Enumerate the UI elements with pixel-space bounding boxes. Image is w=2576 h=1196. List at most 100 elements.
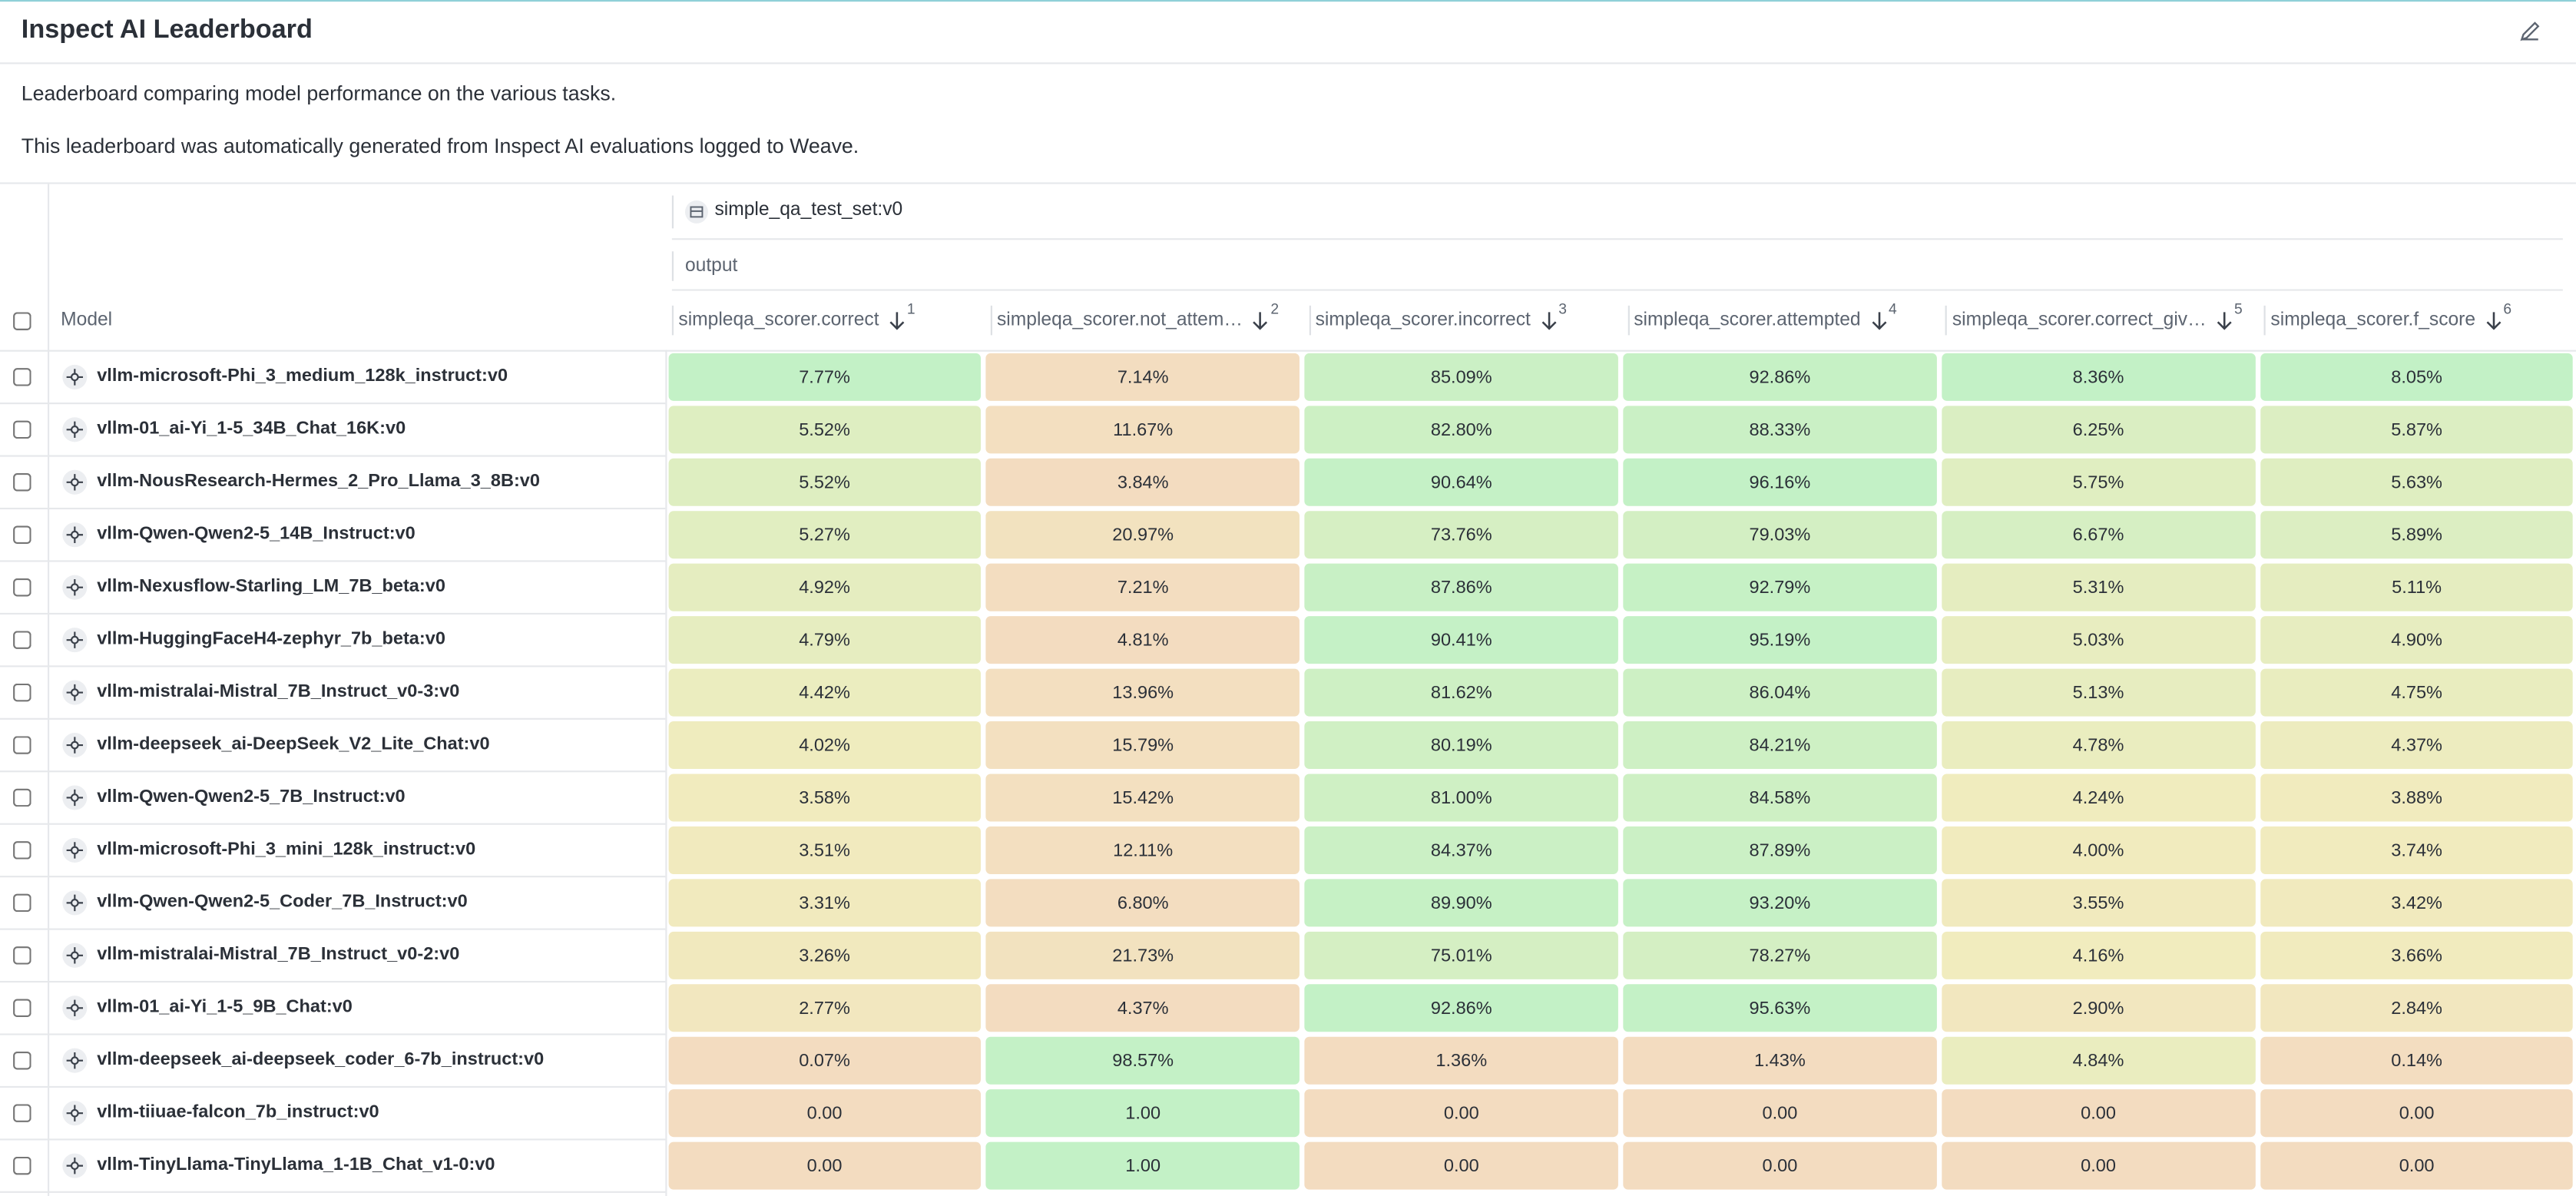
model-name[interactable]: vllm-deepseek_ai-DeepSeek_V2_Lite_Chat:v… — [97, 734, 490, 754]
score-cell: 4.81% — [986, 616, 1300, 664]
model-name[interactable]: vllm-Qwen-Qwen2-5_7B_Instruct:v0 — [97, 787, 406, 807]
model-name[interactable]: vllm-01_ai-Yi_1-5_9B_Chat:v0 — [97, 997, 353, 1018]
row-checkbox[interactable] — [13, 473, 31, 492]
model-glyph — [66, 578, 84, 596]
score-cell: 4.24% — [1941, 774, 2256, 822]
row-checkbox[interactable] — [13, 1051, 31, 1070]
sort-button[interactable]: 1 — [889, 300, 916, 330]
score-cell: 96.16% — [1623, 458, 1937, 506]
column-header: simpleqa_scorer.f_score 6 — [2270, 300, 2511, 330]
score-cell: 84.58% — [1623, 774, 1937, 822]
score-cell: 5.13% — [1941, 668, 2256, 717]
sort-button[interactable]: 4 — [1870, 300, 1897, 330]
score-cell: 4.37% — [986, 984, 1300, 1032]
score-cell: 75.01% — [1304, 931, 1618, 979]
row-checkbox[interactable] — [13, 736, 31, 754]
score-cell: 2.77% — [667, 984, 982, 1032]
column-divider — [48, 184, 50, 1196]
score-cell: 81.62% — [1304, 668, 1618, 717]
row-line — [0, 770, 666, 773]
model-name[interactable]: vllm-mistralai-Mistral_7B_Instruct_v0-2:… — [97, 944, 460, 965]
score-cell: 5.11% — [2260, 563, 2574, 611]
score-cell: 8.36% — [1941, 353, 2256, 401]
row-checkbox[interactable] — [13, 788, 31, 807]
model-icon — [62, 785, 88, 810]
row-line — [0, 980, 666, 983]
column-border — [2263, 305, 2266, 336]
edit-icon[interactable] — [2518, 20, 2541, 43]
sort-button[interactable]: 3 — [1541, 300, 1567, 330]
sort-button[interactable]: 6 — [2485, 300, 2511, 330]
model-icon — [62, 364, 88, 389]
select-all-checkbox[interactable] — [13, 312, 31, 330]
row-line — [0, 876, 666, 878]
row-checkbox[interactable] — [13, 999, 31, 1018]
column-header: simpleqa_scorer.not_attem… 2 — [997, 300, 1279, 330]
model-name[interactable]: vllm-mistralai-Mistral_7B_Instruct_v0-3:… — [97, 681, 460, 702]
model-glyph — [66, 1052, 84, 1069]
score-cell: 73.76% — [1304, 511, 1618, 559]
model-icon — [62, 996, 88, 1021]
score-cell: 84.37% — [1304, 826, 1618, 874]
model-glyph — [66, 789, 84, 807]
score-cell: 0.00 — [667, 1089, 982, 1138]
model-name[interactable]: vllm-NousResearch-Hermes_2_Pro_Llama_3_8… — [97, 471, 540, 492]
row-checkbox[interactable] — [13, 420, 31, 439]
row-checkbox[interactable] — [13, 1156, 31, 1175]
row-checkbox[interactable] — [13, 631, 31, 649]
score-cell: 81.00% — [1304, 774, 1618, 822]
sort-button[interactable]: 5 — [2217, 300, 2243, 330]
model-name[interactable]: vllm-TinyLlama-TinyLlama_1-1B_Chat_v1-0:… — [97, 1155, 495, 1175]
row-checkbox[interactable] — [13, 368, 31, 386]
model-name[interactable]: vllm-HuggingFaceH4-zephyr_7b_beta:v0 — [97, 629, 445, 649]
score-cell: 6.25% — [1941, 406, 2256, 454]
row-checkbox[interactable] — [13, 946, 31, 965]
score-cell: 87.86% — [1304, 563, 1618, 611]
leaderboard-table: simple_qa_test_set:v0 output Model simpleqa… — [0, 182, 2576, 1196]
score-cell: 0.14% — [2260, 1036, 2574, 1085]
dataset-icon — [684, 200, 708, 224]
column-header: simpleqa_scorer.incorrect 3 — [1316, 300, 1567, 330]
row-line — [0, 1138, 666, 1141]
score-cell: 5.31% — [1941, 563, 2256, 611]
row-line — [0, 823, 666, 825]
score-cell: 3.42% — [2260, 879, 2574, 927]
score-cell: 0.00 — [2260, 1141, 2574, 1190]
score-cell: 92.86% — [1304, 984, 1618, 1032]
model-name[interactable]: vllm-Nexusflow-Starling_LM_7B_beta:v0 — [97, 576, 445, 597]
score-cell: 4.92% — [667, 563, 982, 611]
sort-arrow — [1253, 312, 1268, 330]
model-name[interactable]: vllm-01_ai-Yi_1-5_34B_Chat_16K:v0 — [97, 419, 406, 439]
row-checkbox[interactable] — [13, 578, 31, 597]
row-checkbox[interactable] — [13, 525, 31, 545]
row-line — [0, 1085, 666, 1088]
score-cell: 0.07% — [667, 1036, 982, 1085]
score-cell: 92.79% — [1623, 563, 1937, 611]
model-icon — [62, 837, 88, 863]
model-name[interactable]: vllm-deepseek_ai-deepseek_coder_6-7b_ins… — [97, 1049, 545, 1070]
model-name[interactable]: vllm-Qwen-Qwen2-5_14B_Instruct:v0 — [97, 524, 416, 545]
column-label: simpleqa_scorer.attempted — [1634, 310, 1861, 330]
score-cell: 0.00 — [1623, 1141, 1937, 1190]
row-checkbox[interactable] — [13, 683, 31, 702]
group-border — [671, 195, 674, 229]
score-cell: 84.21% — [1623, 721, 1937, 770]
score-cell: 1.36% — [1304, 1036, 1618, 1085]
score-cell: 4.37% — [2260, 721, 2574, 770]
row-checkbox[interactable] — [13, 841, 31, 860]
score-cell: 4.75% — [2260, 668, 2574, 717]
score-cell: 12.11% — [986, 826, 1300, 874]
row-checkbox[interactable] — [13, 893, 31, 913]
row-checkbox[interactable] — [13, 1104, 31, 1122]
score-cell: 98.57% — [986, 1036, 1300, 1085]
model-name[interactable]: vllm-microsoft-Phi_3_medium_128k_instruc… — [97, 366, 508, 386]
score-cell: 4.84% — [1941, 1036, 2256, 1085]
model-name[interactable]: vllm-tiiuae-falcon_7b_instruct:v0 — [97, 1102, 379, 1122]
score-cell: 0.00 — [1623, 1089, 1937, 1138]
dataset-name: simple_qa_test_set:v0 — [714, 200, 903, 220]
model-name[interactable]: vllm-Qwen-Qwen2-5_Coder_7B_Instruct:v0 — [97, 892, 468, 913]
score-cell: 5.52% — [667, 458, 982, 506]
sort-button[interactable]: 2 — [1253, 300, 1279, 330]
model-name[interactable]: vllm-microsoft-Phi_3_mini_128k_instruct:… — [97, 840, 476, 860]
